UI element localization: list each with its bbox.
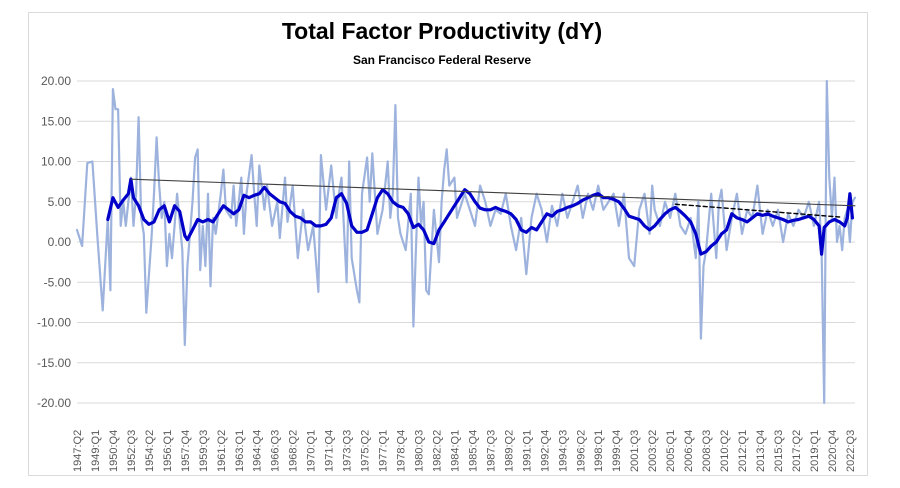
x-tick-label: 1952:Q3 [126, 430, 138, 472]
x-tick-label: 1970:Q1 [306, 430, 318, 472]
x-tick-label: 1977:Q1 [378, 430, 390, 472]
chart-subtitle: San Francisco Federal Reserve [352, 53, 532, 67]
x-tick-label: 1978:Q4 [396, 430, 408, 472]
x-tick-label: 1961:Q2 [216, 430, 228, 472]
y-tick-label: -20.00 [37, 396, 71, 410]
recent-trend-line [674, 203, 841, 218]
trend-line [130, 178, 856, 207]
x-tick-label: 1980:Q3 [413, 430, 425, 472]
x-tick-label: 1973:Q3 [342, 430, 354, 472]
smoothed-series-line [106, 177, 854, 256]
x-tick-label: 1998:Q1 [593, 430, 605, 472]
chart-title: Total Factor Productivity (dY) [281, 18, 603, 44]
x-tick-label: 1968:Q2 [288, 430, 300, 472]
y-tick-label: 20.00 [41, 74, 71, 88]
x-tick-label: 1949:Q1 [90, 430, 102, 472]
x-tick-label: 2006:Q4 [683, 430, 695, 472]
x-tick-label: 1987:Q3 [485, 430, 497, 472]
x-tick-label: 1959:Q3 [198, 430, 210, 472]
y-tick-label: 0.00 [48, 235, 72, 249]
x-tick-label: 2015:Q3 [773, 430, 785, 472]
x-tick-label: 1999:Q4 [611, 430, 623, 472]
quarterly-series-line [75, 79, 857, 405]
x-tick-label: 2008:Q3 [701, 430, 713, 472]
x-tick-label: 2003:Q2 [647, 430, 659, 472]
x-tick-label: 1971:Q4 [324, 430, 336, 472]
x-tick-label: 2019:Q1 [809, 430, 821, 472]
x-tick-label: 2005:Q1 [665, 430, 677, 472]
x-tick-label: 1957:Q4 [180, 430, 192, 472]
x-tick-label: 2013:Q4 [755, 430, 767, 472]
x-tick-label: 2012:Q1 [737, 430, 749, 472]
y-tick-label: 10.00 [41, 155, 71, 169]
y-tick-label: 15.00 [41, 114, 71, 128]
y-tick-label: -15.00 [37, 356, 71, 370]
x-tick-label: 1984:Q1 [449, 430, 461, 472]
x-tick-label: 1956:Q1 [162, 430, 174, 472]
x-tick-label: 1994:Q3 [557, 430, 569, 472]
x-tick-label: 1989:Q2 [503, 430, 515, 472]
x-tick-label: 1996:Q2 [575, 430, 587, 472]
x-tick-label: 2020:Q4 [827, 430, 839, 472]
x-tick-label: 1963:Q1 [234, 430, 246, 472]
x-tick-label: 1947:Q2 [72, 430, 84, 472]
x-tick-label: 1966:Q3 [270, 430, 282, 472]
x-tick-label: 1975:Q2 [360, 430, 372, 472]
x-tick-label: 1985:Q4 [467, 430, 479, 472]
x-tick-label: 1992:Q4 [539, 430, 551, 472]
x-tick-label: 2010:Q2 [719, 430, 731, 472]
x-tick-label: 1954:Q2 [144, 430, 156, 472]
y-tick-label: -10.00 [37, 316, 71, 330]
x-tick-label: 2022:Q3 [845, 430, 857, 472]
x-tick-label: 1991:Q1 [521, 430, 533, 472]
x-tick-label: 1950:Q4 [108, 430, 120, 472]
x-tick-label: 1964:Q4 [252, 430, 264, 472]
x-tick-label: 1982:Q2 [431, 430, 443, 472]
x-tick-label: 2001:Q3 [629, 430, 641, 472]
x-tick-label: 2017:Q2 [791, 430, 803, 472]
y-tick-label: -5.00 [44, 275, 72, 289]
y-tick-label: 5.00 [48, 195, 72, 209]
